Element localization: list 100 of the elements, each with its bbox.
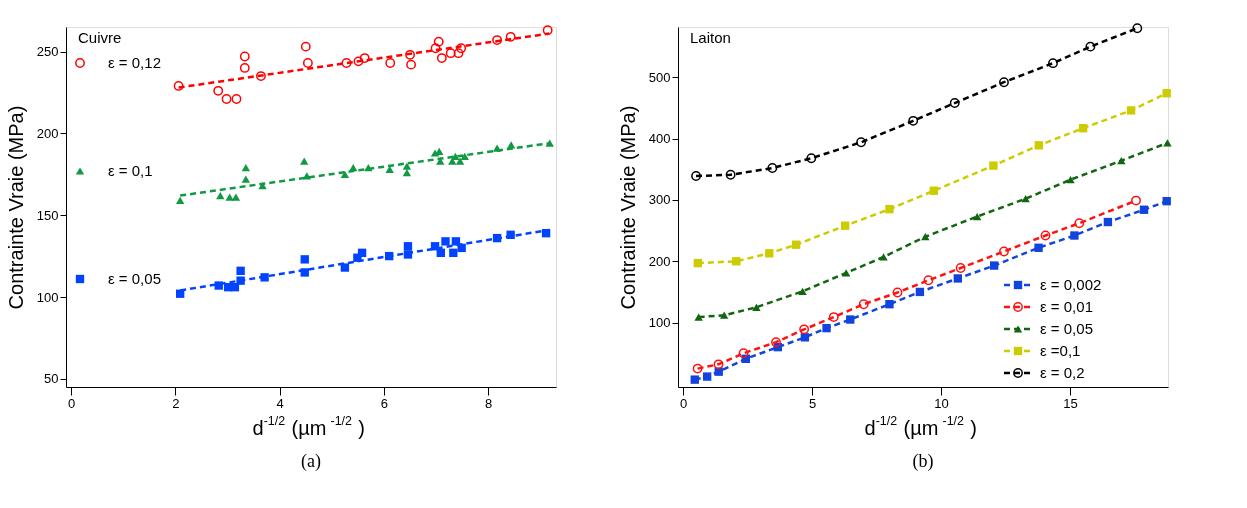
y-tick-label: 150 (36, 207, 59, 223)
legend-label: ε = 0,01 (1040, 298, 1093, 315)
point (752, 303, 761, 311)
point (216, 191, 225, 200)
y-axis-title: Contrainte Vraie (MPa) (4, 105, 27, 310)
legend-label: ε = 0,1 (108, 162, 153, 179)
point (822, 323, 831, 333)
point (402, 162, 412, 170)
point (713, 359, 724, 370)
point (800, 333, 810, 342)
point (856, 137, 867, 148)
x-tick-label: 8 (485, 395, 493, 411)
point (492, 35, 503, 46)
point (798, 287, 807, 295)
point (300, 255, 309, 264)
point (435, 147, 444, 155)
point (353, 56, 364, 67)
x-tick-label: 15 (1063, 395, 1078, 411)
point (445, 48, 456, 59)
point (999, 246, 1009, 257)
point (999, 77, 1009, 88)
y-tick-label: 50 (44, 371, 59, 387)
point (879, 253, 888, 261)
y-tick-label: 300 (648, 192, 671, 208)
point (791, 240, 801, 249)
point (300, 41, 311, 52)
y-tick-label: 100 (648, 315, 671, 331)
chart-title: Cuivre (78, 29, 122, 46)
point (436, 248, 445, 257)
point (767, 163, 778, 173)
point (732, 257, 741, 266)
point (221, 94, 232, 104)
point (239, 51, 250, 62)
point (430, 43, 441, 54)
point (1085, 41, 1096, 52)
point (1126, 106, 1136, 115)
point (1074, 218, 1085, 229)
point (455, 157, 465, 165)
point (840, 221, 850, 230)
point (921, 233, 930, 241)
point (690, 375, 699, 384)
point (460, 152, 469, 160)
point (441, 237, 450, 246)
point (451, 237, 461, 246)
point (1117, 157, 1126, 165)
point (359, 53, 370, 64)
text: (a) (301, 451, 321, 472)
point (436, 53, 447, 64)
y-tick-label: 200 (648, 253, 671, 269)
point (302, 58, 313, 68)
point (236, 276, 245, 285)
x-tick-label: 10 (934, 395, 949, 411)
point (239, 62, 250, 73)
point (923, 275, 934, 286)
legend-label: ε = 0,12 (108, 54, 161, 71)
point (990, 261, 999, 270)
point (908, 115, 919, 126)
point (300, 157, 309, 165)
point (340, 170, 350, 178)
x-tick-label: 0 (68, 395, 76, 411)
point (1139, 205, 1149, 214)
x-tick-label: 2 (172, 395, 180, 411)
point (231, 94, 242, 104)
point (806, 153, 817, 164)
point (241, 175, 251, 183)
point (357, 248, 367, 257)
point (451, 152, 460, 160)
point (953, 274, 962, 283)
y-tick-label: 100 (36, 289, 59, 305)
point (725, 169, 736, 180)
y-tick-label: 500 (648, 69, 671, 85)
point (1070, 231, 1079, 240)
point (691, 171, 701, 181)
point (213, 85, 224, 96)
point (436, 157, 445, 165)
point (449, 248, 458, 257)
y-tick-label: 200 (36, 125, 59, 141)
point (340, 263, 350, 272)
point (402, 169, 412, 177)
y-tick-label: 250 (36, 44, 59, 60)
point (1034, 243, 1043, 252)
point (765, 249, 774, 258)
legend-label: ε = 0,05 (1040, 320, 1093, 337)
point (505, 31, 516, 42)
x-tick-label: 6 (380, 395, 389, 411)
point (885, 204, 894, 214)
point (858, 299, 869, 310)
point (972, 212, 982, 221)
point (841, 269, 851, 277)
point (693, 258, 703, 268)
point (236, 266, 245, 275)
point (955, 263, 966, 273)
point (231, 193, 241, 201)
point (256, 71, 266, 82)
x-tick-label: 5 (808, 395, 817, 411)
point (799, 324, 810, 335)
point (405, 49, 415, 60)
y-tick-label: 400 (648, 131, 671, 147)
point (1132, 23, 1143, 34)
point (828, 312, 839, 323)
